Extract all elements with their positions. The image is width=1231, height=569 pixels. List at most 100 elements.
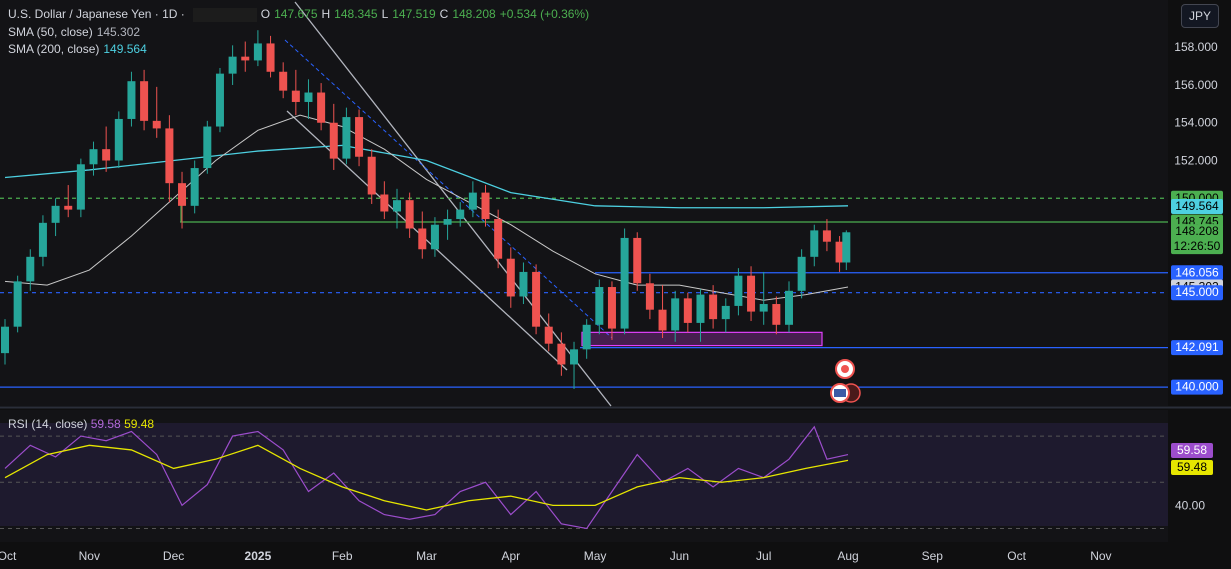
x-tick-label-5: Mar	[416, 549, 437, 563]
candle-body-29	[367, 156, 376, 195]
price-label-box-3	[1171, 224, 1223, 255]
sma200-line	[4, 144, 849, 209]
candle-body-50	[633, 237, 642, 284]
candle-body-59	[747, 275, 756, 312]
y-tick-label-3: 152.000	[1174, 154, 1218, 168]
symbol-header: U.S. Dollar / Japanese Yen · 1D · O 147.67…	[8, 7, 593, 22]
x-tick-label-11: Sep	[922, 549, 944, 563]
rsi-band	[0, 423, 1168, 526]
candle-body-64	[810, 230, 819, 257]
rsi-value-2: 59.48	[124, 417, 155, 431]
candle-body-54	[683, 298, 692, 323]
candle-body-13	[165, 128, 174, 184]
candle-body-38	[481, 192, 490, 220]
rsi-line	[4, 425, 849, 530]
candle-body-15	[190, 168, 199, 206]
x-tick-label-1: Nov	[79, 549, 100, 563]
candle-body-25	[317, 92, 326, 123]
x-tick-label-6: Apr	[501, 549, 520, 563]
candle-body-18	[228, 56, 237, 74]
support-zone-box	[581, 331, 823, 347]
sma50-line	[4, 114, 849, 301]
candle-body-37	[468, 192, 477, 210]
candle-body-7	[89, 149, 98, 165]
candle-body-52	[658, 309, 667, 331]
candle-body-61	[772, 304, 781, 325]
candle-body-10	[127, 81, 136, 119]
rsi-label-1: 59.48	[1177, 460, 1207, 474]
candle-body-14	[178, 183, 187, 206]
candle-body-55	[696, 294, 705, 323]
sma200-value: 149.564	[103, 42, 147, 56]
x-tick-label-0: Oct	[0, 549, 17, 563]
candle-body-58	[734, 275, 743, 306]
candle-body-22	[279, 71, 288, 91]
x-tick-label-3: 2025	[245, 549, 272, 563]
candle-body-31	[392, 200, 401, 212]
candle-body-16	[203, 126, 212, 169]
candle-body-8	[102, 149, 111, 161]
candle-body-28	[355, 117, 364, 157]
price-label-box-8	[1171, 379, 1223, 395]
price-label-6: 145.000	[1175, 285, 1219, 299]
rsi-ma-line	[4, 444, 849, 511]
low-value: 147.519	[392, 7, 436, 21]
candle-body-26	[329, 122, 338, 159]
open-value: 147.675	[274, 7, 318, 21]
rsi-label: RSI (14, close)	[8, 417, 88, 431]
currency-button[interactable]: JPY	[1181, 4, 1219, 28]
channel-line-upper	[294, 1, 612, 407]
candle-body-30	[380, 194, 389, 212]
candle-body-46	[582, 324, 591, 350]
candle-body-9	[114, 118, 123, 161]
candle-body-40	[506, 258, 515, 297]
candle-body-5	[64, 205, 73, 210]
candle-body-43	[544, 326, 553, 344]
candle-body-23	[291, 90, 300, 102]
candle-body-17	[215, 73, 224, 127]
candle-body-4	[51, 205, 60, 223]
us-flag-field	[834, 389, 846, 397]
candle-body-21	[266, 43, 275, 72]
high-value: 148.345	[334, 7, 378, 21]
price-label-box-7	[1171, 340, 1223, 356]
close-label: C	[439, 7, 449, 21]
rsi-label-box-0	[1171, 443, 1213, 458]
candle-body-11	[140, 81, 149, 121]
candle-body-42	[532, 271, 541, 327]
y-tick-label-0: 158.000	[1174, 40, 1218, 54]
candle-body-35	[443, 219, 452, 225]
high-label: H	[321, 7, 331, 21]
price-label-3: 148.208	[1175, 224, 1219, 238]
x-tick-label-12: Oct	[1007, 549, 1026, 563]
candle-body-65	[822, 230, 831, 242]
candle-body-19	[241, 56, 250, 61]
candle-body-41	[519, 271, 528, 297]
candle-body-56	[709, 294, 718, 320]
candle-body-24	[304, 92, 313, 102]
candle-body-33	[418, 228, 427, 250]
candle-body-44	[557, 343, 566, 365]
candle-body-45	[570, 349, 579, 365]
x-tick-label-4: Feb	[332, 549, 353, 563]
candle-body-39	[494, 219, 503, 259]
y-tick-label-2: 154.000	[1174, 116, 1218, 130]
rsi-tick-label-0: 40.00	[1175, 498, 1205, 512]
candle-body-12	[152, 120, 161, 129]
sma50-label: SMA (50, close)	[8, 25, 93, 39]
x-axis-bg	[0, 542, 1231, 569]
y-tick-label-1: 156.000	[1174, 78, 1218, 92]
candle-body-47	[595, 287, 604, 325]
candle-body-53	[671, 298, 680, 331]
x-tick-label-8: Jun	[670, 549, 689, 563]
x-tick-label-7: May	[584, 549, 607, 563]
price-label-7: 142.091	[1175, 340, 1219, 354]
close-value: 148.208	[452, 7, 496, 21]
x-tick-label-13: Nov	[1090, 549, 1111, 563]
rsi-label-box-1	[1171, 460, 1213, 475]
sma50-value: 145.302	[96, 25, 141, 39]
x-tick-label-9: Jul	[756, 549, 771, 563]
open-label: O	[260, 7, 271, 21]
candle-body-36	[456, 209, 465, 220]
